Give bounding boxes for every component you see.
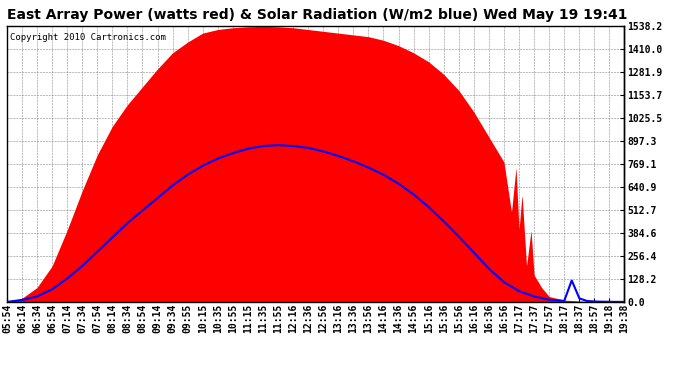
Text: East Array Power (watts red) & Solar Radiation (W/m2 blue) Wed May 19 19:41: East Array Power (watts red) & Solar Rad… <box>7 8 628 22</box>
Text: Copyright 2010 Cartronics.com: Copyright 2010 Cartronics.com <box>10 33 166 42</box>
